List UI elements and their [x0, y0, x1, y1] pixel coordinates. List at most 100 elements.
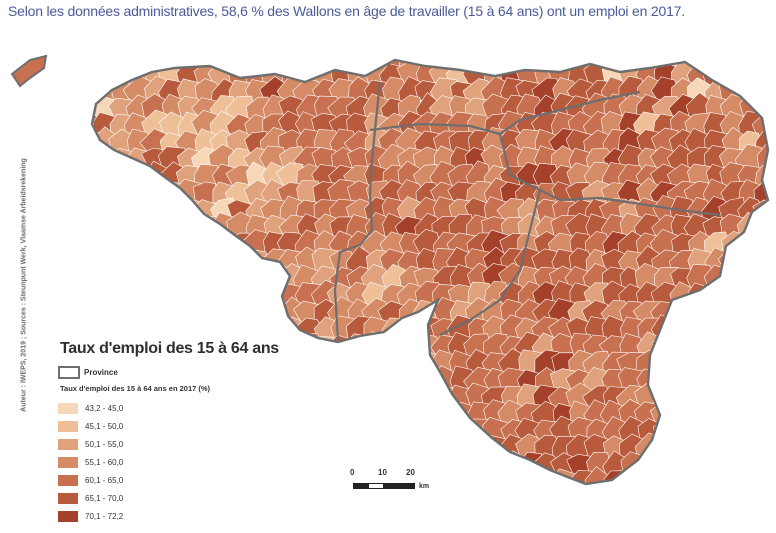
municipality-area [227, 299, 256, 328]
municipality-area [142, 264, 169, 295]
municipality-area [703, 44, 734, 74]
municipality-area [753, 250, 776, 278]
municipality-area [702, 470, 732, 498]
municipality-area [76, 196, 103, 226]
municipality-area [704, 437, 731, 463]
municipality-area [702, 385, 731, 412]
municipality-area [127, 216, 152, 243]
municipality-area [396, 349, 425, 377]
municipality-area [331, 419, 358, 446]
municipality-area [704, 300, 733, 329]
municipality-area [535, 47, 561, 73]
class-swatch [58, 403, 78, 414]
municipality-area [756, 302, 776, 328]
municipality-area [416, 416, 442, 449]
municipality-area [381, 403, 408, 428]
scale-segment-light [368, 483, 384, 489]
municipality-area [109, 164, 137, 192]
municipality-area [736, 63, 765, 91]
municipality-area [706, 283, 732, 311]
municipality-area [73, 282, 103, 310]
municipality-area [738, 44, 768, 75]
municipality-area [142, 182, 170, 208]
municipality-area [106, 46, 135, 73]
municipality-area [75, 146, 102, 174]
municipality-area [483, 453, 508, 479]
municipality-area [736, 454, 768, 480]
municipality-area [583, 486, 610, 513]
municipality-area [91, 181, 119, 209]
scale-tick-20: 20 [406, 468, 415, 477]
municipality-area [705, 334, 731, 363]
municipality-area [689, 384, 716, 412]
municipality-area [637, 470, 665, 497]
municipality-area [243, 266, 274, 293]
municipality-area [110, 249, 138, 278]
municipality-area [73, 62, 103, 90]
legend-class: 65,1 - 70,0 [58, 489, 308, 507]
legend-class: 60,1 - 65,0 [58, 471, 308, 489]
class-label: 50,1 - 55,0 [85, 440, 123, 449]
municipality-area [469, 469, 496, 498]
municipality-area [722, 383, 748, 412]
municipality-area [109, 301, 135, 328]
municipality-area [465, 453, 493, 479]
municipality-area [414, 437, 442, 464]
municipality-area [769, 95, 776, 122]
municipality-area [158, 251, 186, 275]
municipality-area [141, 247, 169, 278]
municipality-area [91, 148, 118, 176]
municipality-area [91, 284, 121, 310]
municipality-area [210, 233, 236, 259]
municipality-area [601, 487, 627, 514]
municipality-area [739, 335, 764, 362]
class-label: 60,1 - 65,0 [85, 476, 123, 485]
municipality-area [719, 365, 749, 398]
municipality-area [704, 454, 731, 479]
municipality-area [91, 264, 119, 293]
municipality-area [737, 233, 768, 259]
municipality-area [314, 453, 341, 482]
municipality-area [687, 350, 716, 377]
municipality-area [193, 264, 224, 292]
municipality-area [718, 436, 750, 463]
legend-subtitle: Taux d'emploi des 15 à 64 ans en 2017 (%… [60, 384, 308, 393]
municipality-area [755, 282, 776, 309]
municipality-area [193, 233, 222, 259]
municipality-area [345, 352, 373, 377]
municipality-area [757, 45, 776, 74]
municipality-area [379, 366, 408, 396]
municipality-area [125, 199, 153, 223]
municipality-area [603, 45, 629, 70]
municipality-area [94, 197, 121, 226]
municipality-area [687, 469, 713, 498]
municipality-area [430, 401, 459, 427]
municipality-area [534, 488, 560, 512]
municipality-area [90, 217, 121, 241]
class-swatch [58, 493, 78, 504]
municipality-area [772, 300, 776, 326]
municipality-area [93, 44, 120, 73]
class-label: 43,2 - 45,0 [85, 404, 123, 413]
municipality-area [361, 386, 392, 413]
municipality-area [752, 385, 776, 410]
municipality-area [366, 401, 392, 429]
scale-segment-dark [383, 483, 415, 489]
municipality-area [449, 452, 477, 482]
municipality-area [75, 164, 105, 192]
municipality-area [142, 45, 170, 71]
municipality-area [650, 455, 682, 480]
municipality-area [770, 129, 776, 158]
municipality-area [245, 45, 271, 71]
municipality-area [264, 47, 289, 72]
municipality-area [330, 382, 356, 412]
municipality-area [671, 468, 697, 498]
municipality-area [499, 42, 527, 72]
municipality-area [772, 249, 776, 277]
municipality-area [158, 214, 189, 243]
legend-class: 43,2 - 45,0 [58, 399, 308, 417]
class-swatch [58, 439, 78, 450]
municipality-area [756, 419, 776, 446]
municipality-area [364, 352, 390, 379]
municipality-area [363, 437, 392, 465]
